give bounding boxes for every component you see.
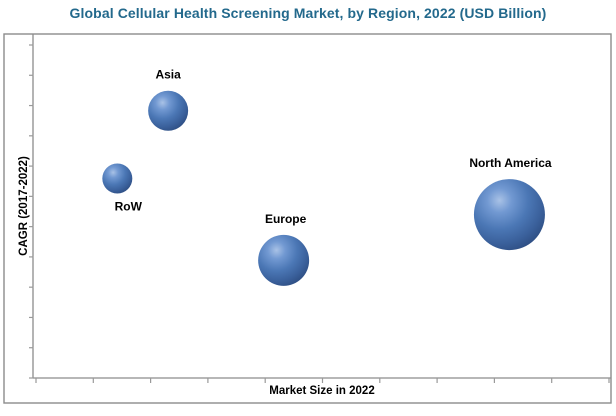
y-axis-ticks [29,44,34,379]
bubble-series: Asia RoW Europe North America [102,68,552,286]
bubble-row [102,163,133,194]
chart-border [3,33,612,404]
bubble-label-asia: Asia [155,68,181,82]
bubble-label-north-america: North America [469,156,552,170]
bubble-asia [148,90,189,131]
bubble-europe [258,234,310,286]
bubble-label-row: RoW [115,199,143,213]
bubble-north-america [473,179,545,251]
y-axis-title: CAGR (2017-2022) [18,156,30,256]
bubble-label-europe: Europe [265,212,307,226]
chart-title: Global Cellular Health Screening Market,… [69,5,547,21]
x-axis-title: Market Size in 2022 [269,385,374,397]
x-axis-ticks [35,378,610,383]
